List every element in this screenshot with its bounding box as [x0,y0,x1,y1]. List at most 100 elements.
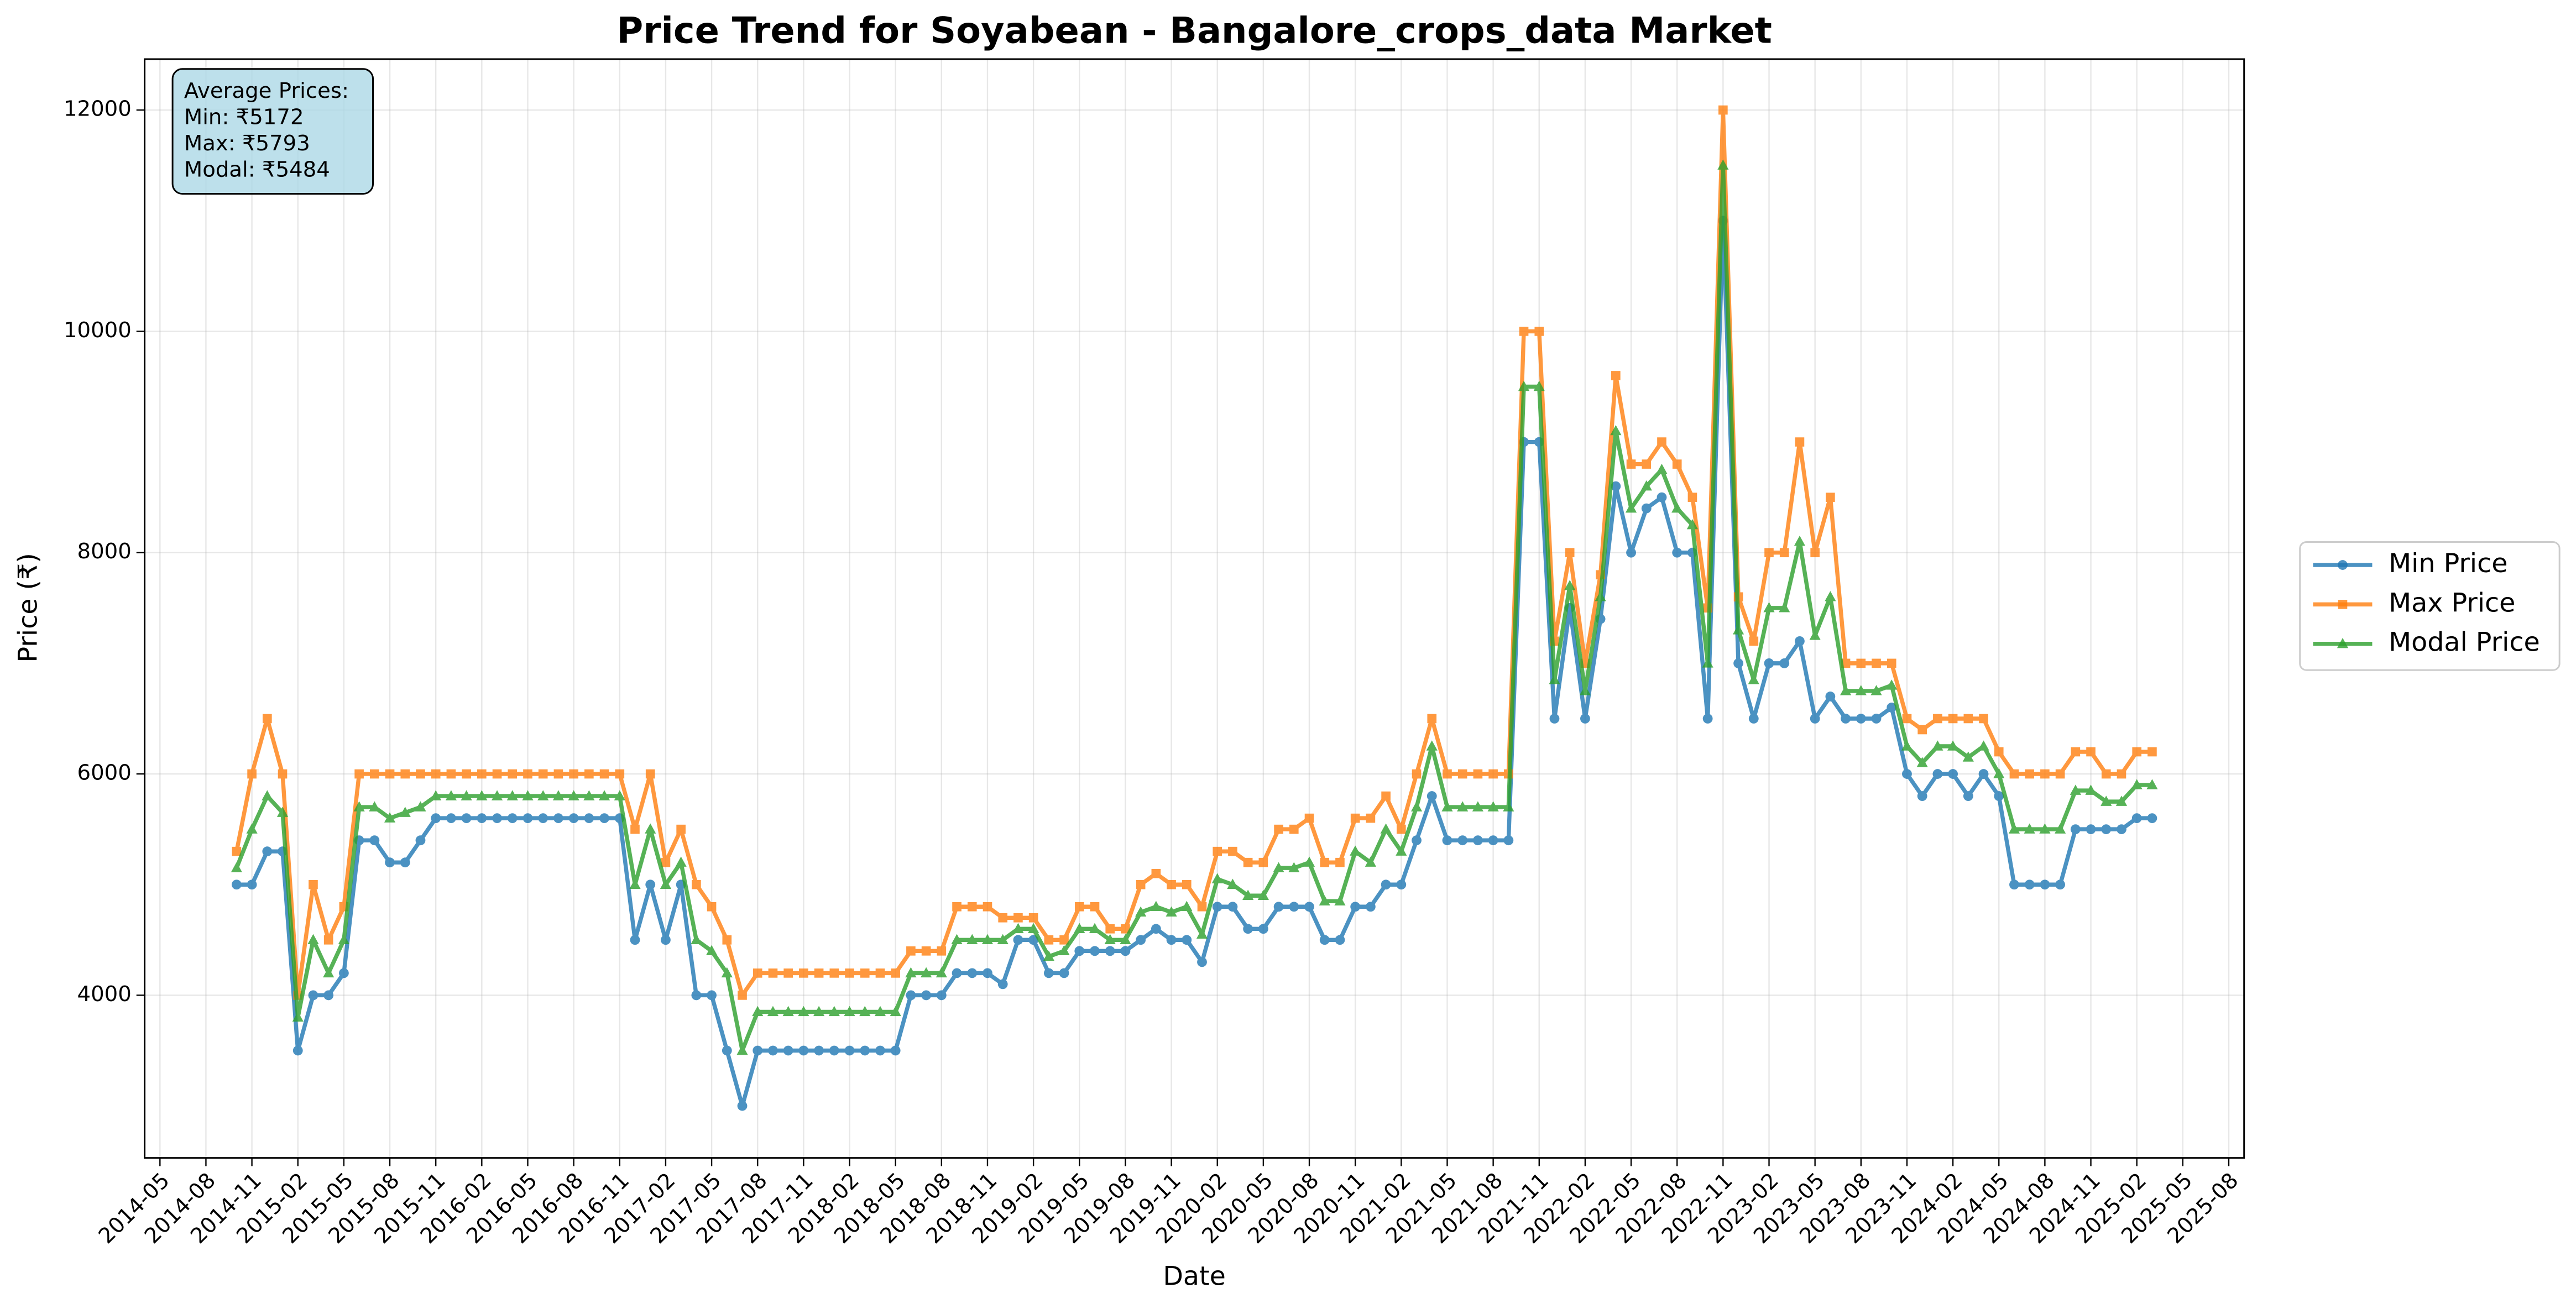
marker [905,967,917,978]
marker [2132,747,2142,757]
marker [2337,637,2349,648]
marker [1396,845,1407,856]
marker [2025,769,2034,779]
marker [1795,636,1805,646]
marker [875,968,885,978]
marker [630,824,640,834]
marker [676,824,686,834]
marker [1794,536,1806,546]
marker [706,945,718,956]
marker [860,1045,870,1056]
marker [584,813,594,824]
marker [2055,769,2065,779]
marker [1872,658,1881,668]
marker [2055,879,2066,890]
legend-label: Max Price [2389,588,2515,618]
marker [798,1006,809,1017]
marker [1427,791,1437,802]
marker [1549,674,1560,684]
marker [569,769,578,779]
marker [1565,548,1575,558]
marker [753,1045,763,1056]
marker [2040,879,2050,890]
marker [415,835,426,846]
marker [292,1045,303,1056]
marker [1962,751,1974,762]
marker [1472,801,1483,811]
marker [2100,795,2112,806]
marker [1273,862,1284,872]
marker [568,813,579,824]
marker [1136,879,1146,889]
marker [1442,835,1452,846]
marker [1365,856,1376,867]
marker [874,1006,886,1017]
marker [1059,935,1069,945]
marker [691,990,702,1001]
marker [232,846,242,856]
marker [508,769,518,779]
marker [2338,600,2348,609]
marker [1579,685,1591,695]
marker [2115,795,2128,806]
marker [1610,425,1622,436]
marker [1350,845,1361,856]
marker [722,1045,732,1056]
marker [1058,945,1070,956]
marker [707,990,717,1001]
marker [1074,923,1085,934]
marker [1656,463,1668,474]
marker [1779,602,1790,612]
marker [2117,769,2126,779]
marker [767,1006,779,1017]
marker [1809,630,1821,640]
marker [752,1006,764,1017]
marker [1335,935,1345,945]
marker [998,913,1008,923]
marker [1273,902,1284,912]
marker [692,879,701,889]
marker [1963,714,1973,724]
y-tick-label: 12000 [64,97,132,122]
marker [890,1045,901,1056]
marker [2040,769,2050,779]
marker [553,769,563,779]
annotation-box [171,68,374,195]
marker [660,878,672,889]
marker [1182,879,1192,889]
marker [1826,493,1835,502]
marker [1028,923,1039,934]
marker [1013,913,1023,923]
marker [661,857,671,867]
marker [462,769,471,779]
marker [1856,714,1866,724]
marker [813,1006,825,1017]
marker [1396,824,1406,834]
marker [1166,935,1177,945]
marker [1334,895,1346,905]
marker [921,967,932,978]
marker [1733,658,1743,668]
marker [2085,784,2097,795]
marker [737,1101,748,1111]
marker [645,879,656,890]
marker [814,968,824,978]
marker [1671,502,1683,513]
marker [384,812,396,823]
marker [1779,548,1789,558]
marker [983,902,992,912]
marker [522,813,533,824]
legend-label: Modal Price [2389,627,2540,658]
marker [2009,769,2019,779]
y-tick-label: 8000 [77,539,132,564]
marker [1687,493,1697,502]
marker [369,835,380,846]
marker [814,1045,824,1056]
marker [2101,824,2112,835]
marker [798,1045,809,1056]
marker [276,807,289,817]
marker [1672,459,1682,469]
marker [1304,902,1314,912]
marker [1519,327,1529,336]
